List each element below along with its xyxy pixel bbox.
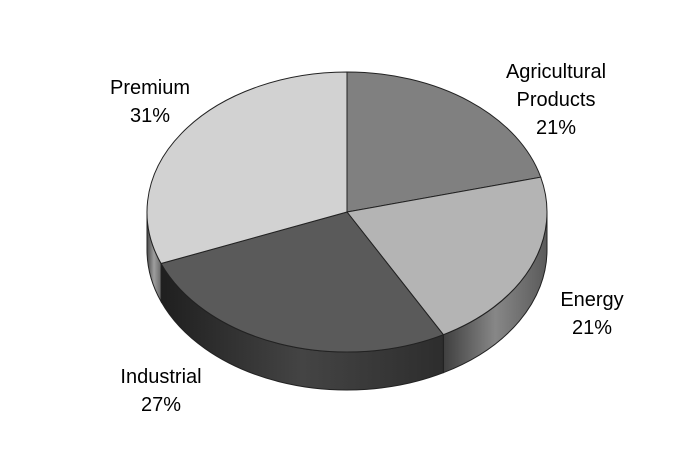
data-label: Industrial 27% bbox=[86, 363, 236, 419]
category-label: Energy bbox=[560, 289, 624, 311]
category-label: Industrial bbox=[120, 366, 202, 388]
value-label: 21% bbox=[535, 117, 577, 139]
category-label: Premium bbox=[109, 77, 190, 99]
slice bbox=[346, 71, 542, 213]
data-label: Agricultural Products 21% bbox=[491, 58, 621, 142]
data-label: Premium 31% bbox=[75, 74, 225, 130]
slice bbox=[160, 211, 445, 353]
category-label: Agricultural Products bbox=[505, 61, 607, 111]
data-label: Energy 21% bbox=[517, 286, 667, 342]
slice bbox=[146, 71, 348, 265]
value-label: 31% bbox=[129, 105, 171, 127]
slice bbox=[346, 176, 548, 336]
value-label: 21% bbox=[571, 317, 613, 339]
value-label: 27% bbox=[140, 394, 182, 416]
